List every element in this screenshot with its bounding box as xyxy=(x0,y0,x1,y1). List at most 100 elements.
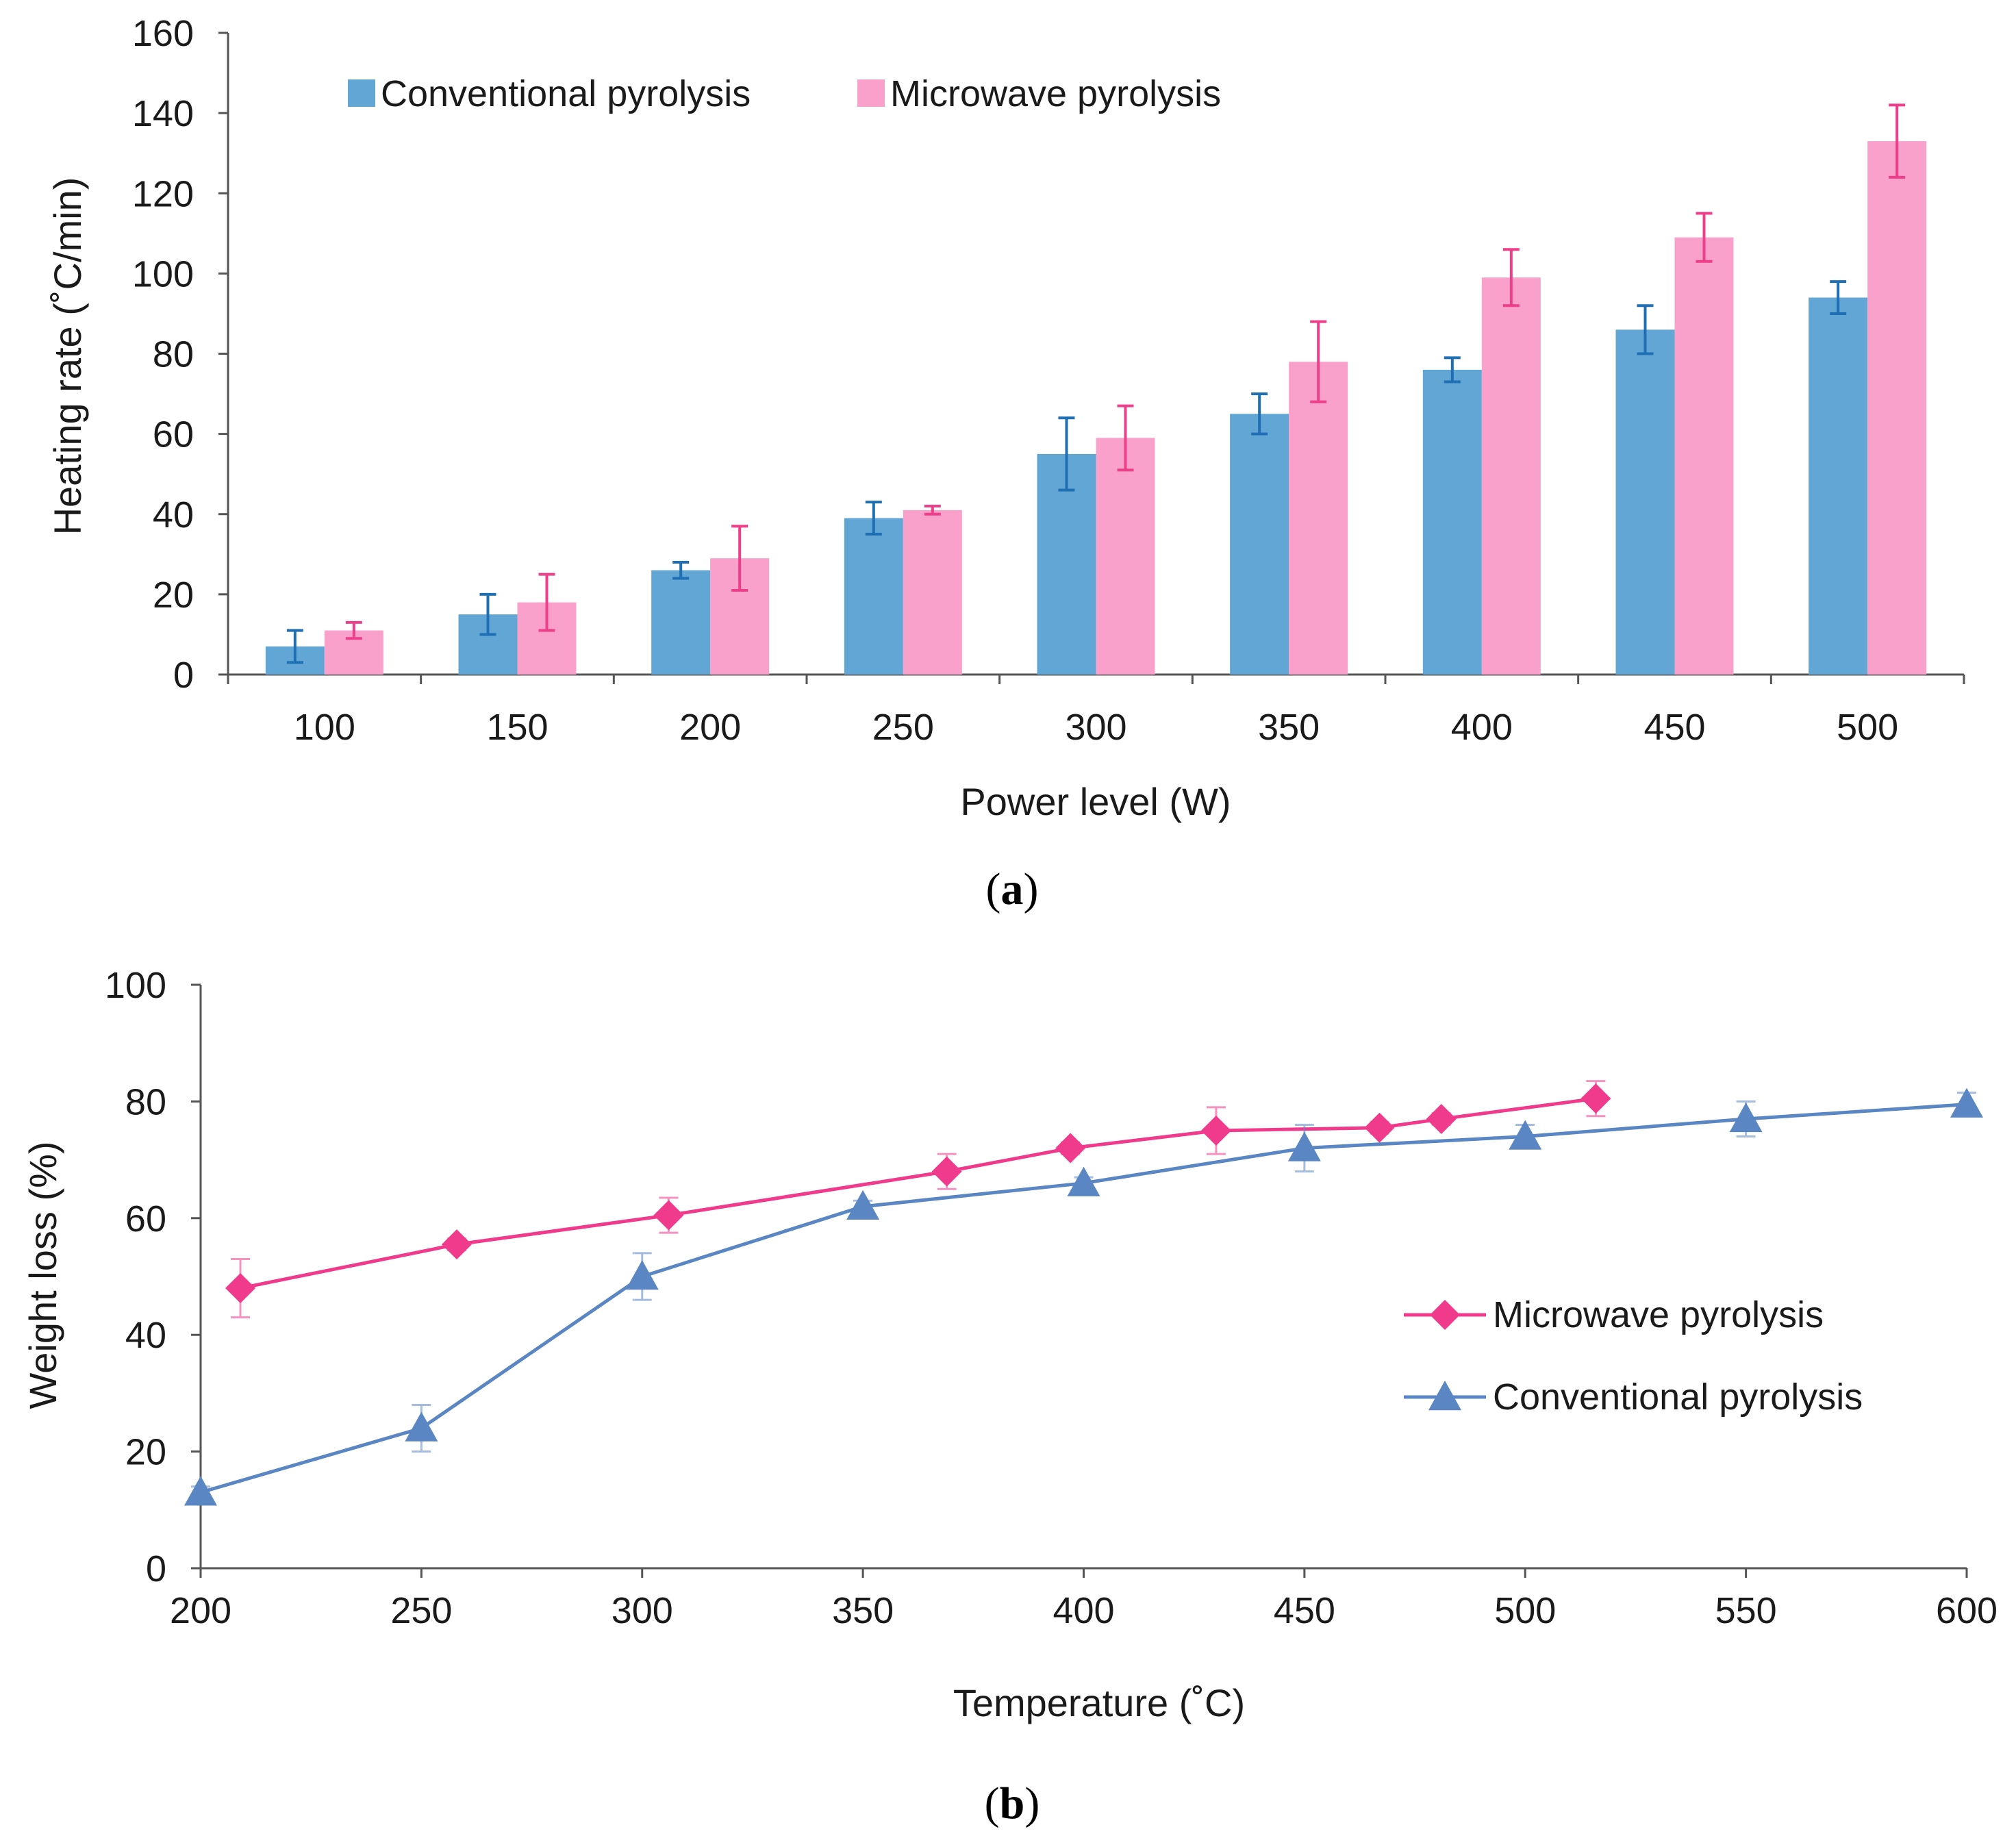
chart-b-x-tick-label: 350 xyxy=(832,1590,894,1631)
chart-a-error-bar xyxy=(731,525,748,592)
chart-a-x-axis-title: Power level (W) xyxy=(960,780,1231,823)
chart-a-x-tick-label: 300 xyxy=(1065,707,1126,748)
chart-b-x-tick-label: 250 xyxy=(390,1590,452,1631)
chart-a-error-bar xyxy=(865,501,882,536)
chart-a-legend-label-conventional: Conventional pyrolysis xyxy=(381,73,751,114)
chart-b-point-microwave xyxy=(931,1156,962,1187)
chart-b-x-tick-label: 600 xyxy=(1936,1590,1998,1631)
chart-b-point-microwave xyxy=(1364,1112,1395,1143)
chart-a-y-tick-label: 140 xyxy=(132,93,194,134)
chart-b-y-tick-label: 80 xyxy=(125,1081,166,1122)
chart-b-x-tick-label: 300 xyxy=(612,1590,673,1631)
chart-a-bar-conventional xyxy=(651,570,711,675)
chart-a-y-ticks: 0 20 40 60 80 100 120 140 160 xyxy=(132,13,228,696)
chart-b-point-conventional xyxy=(405,1411,438,1442)
chart-a-y-tick-label: 40 xyxy=(153,494,194,536)
chart-a-x-tick-label: 400 xyxy=(1451,707,1513,748)
chart-b-legend-label-conventional: Conventional pyrolysis xyxy=(1493,1376,1863,1418)
chart-a-bar-microwave xyxy=(1096,438,1155,675)
chart-a-heating-rate: 0 20 40 60 80 100 120 140 160 100 150 200 250 300 350… xyxy=(46,13,1965,914)
chart-b-series-microwave xyxy=(225,1080,1611,1319)
chart-a-legend: Conventional pyrolysis Microwave pyrolys… xyxy=(348,73,1221,114)
chart-a-error-bar xyxy=(1251,392,1268,436)
chart-a-y-tick-label: 160 xyxy=(132,13,194,54)
chart-a-legend-label-microwave: Microwave pyrolysis xyxy=(890,73,1221,114)
chart-a-bar-microwave xyxy=(1674,237,1734,675)
chart-a-bar-conventional xyxy=(844,518,903,675)
chart-b-point-conventional xyxy=(184,1476,217,1506)
chart-b-y-tick-label: 40 xyxy=(125,1315,166,1356)
chart-a-y-tick-label: 60 xyxy=(153,414,194,455)
chart-a-error-bar xyxy=(1310,320,1327,403)
chart-b-x-tick-label: 500 xyxy=(1494,1590,1556,1631)
chart-a-error-bar xyxy=(538,573,555,632)
chart-a-error-bar xyxy=(672,561,690,580)
chart-b-legend: Microwave pyrolysis Conventional pyrolys… xyxy=(1404,1294,1863,1418)
chart-a-error-bar xyxy=(345,620,362,640)
chart-b-point-conventional xyxy=(1729,1102,1763,1133)
chart-b-point-microwave xyxy=(1426,1103,1457,1134)
chart-b-series xyxy=(184,1080,1983,1506)
chart-a-x-tick-label: 450 xyxy=(1643,707,1705,748)
chart-a-bar-conventional xyxy=(1230,414,1289,675)
chart-b-point-conventional xyxy=(1067,1166,1100,1196)
chart-a-error-bar xyxy=(1889,103,1906,179)
chart-a-bar-conventional xyxy=(1615,329,1675,675)
chart-b-y-tick-label: 100 xyxy=(105,965,166,1006)
chart-b-weight-loss: 0 20 40 60 80 100 200 250 300 350 400 450 500 550 600… xyxy=(21,965,1998,1828)
chart-a-x-tick-label: 150 xyxy=(486,707,548,748)
chart-b-point-microwave xyxy=(1200,1116,1231,1146)
chart-a-x-ticks: 100 150 200 250 300 350 400 450 500 xyxy=(227,675,1965,748)
chart-a-error-bar xyxy=(479,592,496,636)
chart-b-legend-label-microwave: Microwave pyrolysis xyxy=(1493,1294,1824,1335)
chart-b-y-tick-label: 20 xyxy=(125,1432,166,1473)
chart-b-point-conventional xyxy=(625,1260,659,1290)
chart-b-y-tick-label: 60 xyxy=(125,1198,166,1240)
chart-b-point-microwave xyxy=(1055,1133,1086,1164)
chart-a-y-tick-label: 0 xyxy=(173,655,194,696)
chart-a-legend-swatch-conventional xyxy=(348,79,375,107)
chart-a-bar-microwave xyxy=(1289,362,1348,675)
chart-a-x-tick-label: 500 xyxy=(1837,707,1898,748)
chart-b-point-conventional xyxy=(1509,1120,1542,1150)
chart-b-x-tick-label: 450 xyxy=(1274,1590,1335,1631)
chart-a-caption-close: ) xyxy=(1024,864,1039,914)
chart-a-error-bar xyxy=(286,629,303,664)
chart-b-caption-open: ( xyxy=(985,1778,1000,1828)
chart-b-x-ticks: 200 250 300 350 400 450 500 550 600 xyxy=(170,1568,1998,1631)
chart-a-bar-microwave xyxy=(1481,277,1541,675)
chart-a-bars xyxy=(265,103,1927,675)
chart-b-caption-letter: b xyxy=(1000,1778,1025,1828)
chart-b-point-conventional xyxy=(1287,1131,1321,1161)
chart-a-error-bar xyxy=(1444,356,1461,383)
chart-b-x-axis-title: Temperature (˚C) xyxy=(953,1681,1245,1724)
chart-a-y-tick-label: 80 xyxy=(153,334,194,375)
chart-a-error-bar xyxy=(924,505,941,516)
chart-a-error-bar xyxy=(1117,404,1134,472)
chart-b-x-tick-label: 400 xyxy=(1053,1590,1114,1631)
chart-b-point-microwave xyxy=(1580,1083,1611,1114)
chart-b-point-microwave xyxy=(225,1273,256,1304)
chart-a-y-axis-title: Heating rate (˚C/min) xyxy=(46,177,89,536)
chart-a-error-bar xyxy=(1637,304,1654,355)
chart-a-x-tick-label: 250 xyxy=(872,707,934,748)
chart-a-bar-microwave xyxy=(903,510,962,675)
chart-a-caption-letter: a xyxy=(1001,864,1024,914)
chart-a-error-bar xyxy=(1830,280,1847,315)
chart-b-point-microwave xyxy=(653,1200,684,1231)
chart-b-y-tick-label: 0 xyxy=(146,1548,166,1589)
chart-b-y-axis-title: Weight loss (%) xyxy=(21,1141,64,1409)
chart-a-y-tick-label: 20 xyxy=(153,575,194,616)
chart-b-legend-marker-conventional xyxy=(1428,1381,1461,1411)
chart-a-y-tick-label: 100 xyxy=(132,253,194,294)
chart-a-bar-microwave xyxy=(1867,141,1927,675)
chart-a-bar-conventional xyxy=(1422,369,1482,675)
chart-b-point-conventional xyxy=(1950,1087,1983,1118)
chart-b-y-ticks: 0 20 40 60 80 100 xyxy=(105,965,201,1589)
chart-a-error-bar xyxy=(1502,248,1520,307)
chart-a-bar-conventional xyxy=(1809,297,1868,675)
chart-a-caption: (a) xyxy=(986,864,1039,914)
chart-b-point-conventional xyxy=(846,1190,880,1220)
chart-a-error-bar xyxy=(1058,416,1075,492)
